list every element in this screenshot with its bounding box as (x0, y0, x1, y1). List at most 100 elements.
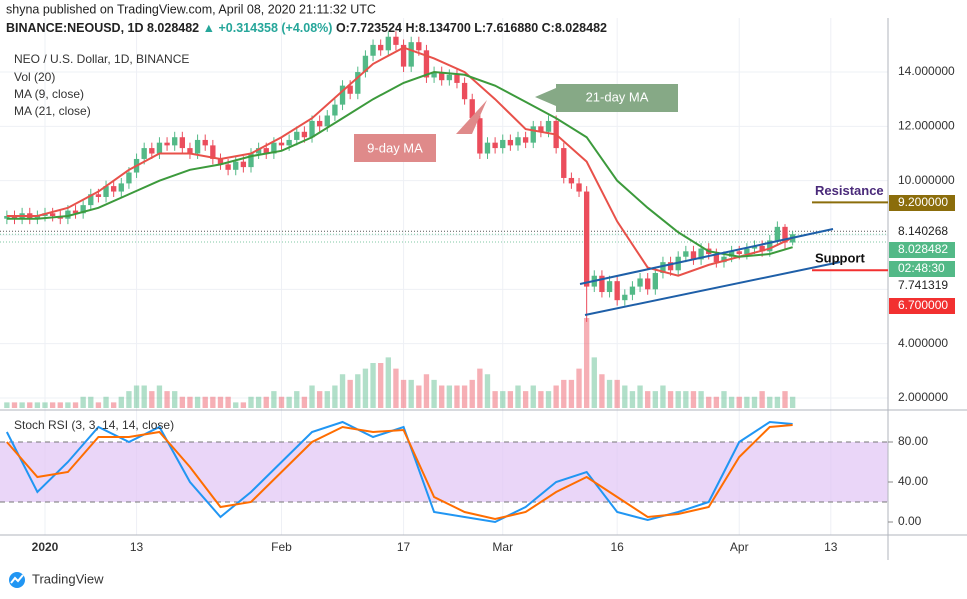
volume-bar (713, 396, 720, 408)
footer: TradingView (32, 571, 104, 586)
candle-body (156, 142, 163, 154)
candle-body (255, 148, 262, 154)
volume-bar (225, 396, 231, 408)
candle-body (194, 139, 201, 154)
candle-body (690, 251, 697, 260)
volume-bar (42, 402, 48, 408)
candle-body (271, 142, 277, 154)
y-tick-label: 14.000000 (898, 64, 955, 78)
volume-bar (301, 396, 308, 408)
volume-bar (362, 368, 369, 408)
volume-bar (538, 391, 544, 408)
volume-bar (721, 391, 727, 408)
candle-body (263, 148, 269, 154)
volume-bar (263, 396, 269, 408)
volume-bar (248, 396, 254, 408)
logo (9, 572, 25, 588)
level-name: Resistance (815, 183, 884, 198)
volume-bar (599, 374, 605, 408)
candle-body (721, 256, 727, 263)
price-label-bg (889, 242, 955, 258)
candle-body (400, 44, 407, 67)
volume-bar (294, 391, 300, 408)
volume-bar (240, 402, 247, 408)
channel-line (579, 228, 834, 285)
y-tick-label: 10.000000 (898, 173, 955, 187)
volume-bar (469, 379, 475, 408)
y-tick-label: 12.000000 (898, 119, 955, 133)
countdown-bg (889, 261, 955, 277)
level-label-bg (889, 195, 955, 211)
x-tick-label: 17 (397, 540, 411, 554)
level-label: 6.700000 (898, 298, 948, 312)
volume-bar (545, 391, 552, 408)
candle-body (88, 194, 94, 206)
candle-body (111, 186, 117, 192)
candle-body (126, 172, 132, 184)
level-name: Support (815, 251, 865, 266)
line-series (6, 424, 793, 521)
volume-bar (492, 391, 498, 408)
candle-body (568, 177, 575, 184)
candle-body (454, 74, 460, 83)
candle-body (141, 148, 147, 159)
candle-body (301, 131, 308, 138)
volume-bar (576, 368, 582, 408)
candle-body (95, 194, 102, 197)
candle-body (202, 139, 208, 146)
candle-body (378, 44, 384, 51)
candle-body (637, 278, 643, 287)
rsi-tick-label: 0.00 (898, 514, 922, 528)
callout (354, 100, 487, 162)
volume-bar (591, 357, 597, 408)
volume-bar (95, 402, 102, 408)
volume-bar (622, 385, 628, 408)
candle-body (324, 115, 330, 127)
candle-body (515, 137, 521, 146)
candle-body (278, 142, 285, 146)
volume-bar (194, 396, 201, 408)
candle-body (4, 215, 10, 219)
volume-bar (751, 396, 758, 408)
volume-bar (378, 363, 384, 408)
candle-body (362, 55, 369, 73)
volume-bar (49, 402, 56, 408)
x-tick-label: Feb (271, 540, 292, 554)
volume-bar (690, 391, 697, 408)
candle-body (65, 210, 71, 219)
candle-body (80, 205, 86, 214)
volume-bar (400, 379, 407, 408)
rsi-legend: Stoch RSI (3, 3, 14, 14, close) (14, 418, 174, 432)
volume-bar (57, 402, 63, 408)
candle-body (736, 251, 742, 255)
volume-bar (553, 385, 559, 408)
volume-bar (19, 402, 25, 408)
level-label-bg (889, 298, 955, 314)
candle-body (576, 183, 582, 192)
volume-bar (522, 391, 529, 408)
candle-body (385, 36, 391, 51)
candle-body (774, 226, 781, 241)
countdown: 02:48:30 (898, 261, 945, 275)
candle-body (492, 142, 498, 149)
candle-body (683, 251, 689, 257)
candle-body (782, 226, 788, 243)
callout-text: 21-day MA (586, 89, 649, 104)
rsi-band (0, 442, 888, 502)
volume-bar (72, 402, 79, 408)
volume-bar (202, 396, 208, 408)
candle-body (286, 139, 292, 146)
candle-body (751, 245, 758, 249)
volume-bar (88, 396, 94, 408)
volume-bar (736, 396, 742, 408)
candle-body (713, 254, 720, 263)
volume-bar (271, 391, 277, 408)
volume-bar (774, 396, 781, 408)
level-label: 9.200000 (898, 195, 948, 209)
candle-body (622, 294, 628, 301)
candle-body (233, 161, 239, 170)
volume-bar (789, 396, 796, 408)
volume-bar (34, 402, 41, 408)
rsi-tick-label: 80.00 (898, 434, 928, 448)
